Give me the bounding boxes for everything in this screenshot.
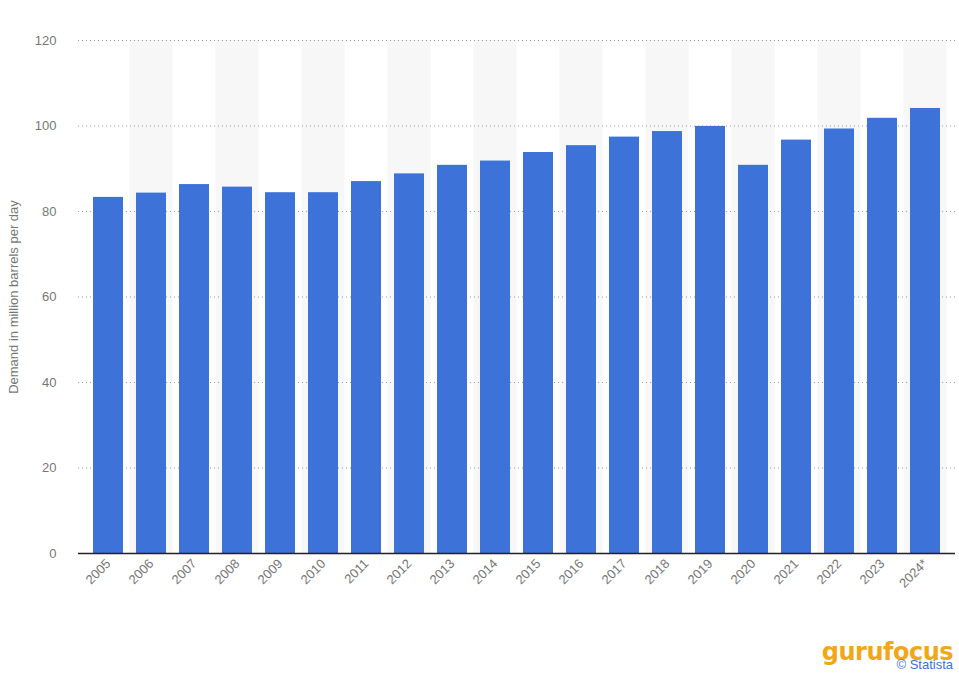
html-text:© Statista: © Statista	[896, 657, 953, 672]
svg-text:2013: 2013	[427, 556, 458, 587]
svg-text:0: 0	[49, 546, 56, 561]
svg-text:20: 20	[42, 460, 56, 475]
svg-text:2021: 2021	[771, 556, 802, 587]
svg-text:2006: 2006	[126, 556, 157, 587]
svg-text:2024*: 2024*	[896, 556, 931, 591]
svg-text:2010: 2010	[298, 556, 329, 587]
svg-text:2005: 2005	[83, 556, 114, 587]
svg-text:2020: 2020	[728, 556, 759, 587]
svg-text:120: 120	[35, 33, 57, 48]
svg-text:60: 60	[42, 289, 56, 304]
svg-text:2009: 2009	[255, 556, 286, 587]
svg-text:2023: 2023	[857, 556, 888, 587]
svg-text:2015: 2015	[513, 556, 544, 587]
svg-text:2014: 2014	[470, 556, 501, 587]
svg-text:Demand in million barrels per: Demand in million barrels per day	[6, 200, 21, 394]
html-text:gurufocus: gurufocus	[821, 638, 953, 666]
svg-text:2008: 2008	[212, 556, 243, 587]
svg-text:2016: 2016	[556, 556, 587, 587]
svg-text:100: 100	[35, 118, 57, 133]
svg-text:2022: 2022	[814, 556, 845, 587]
svg-text:2018: 2018	[642, 556, 673, 587]
svg-text:2017: 2017	[599, 556, 630, 587]
svg-text:2019: 2019	[685, 556, 716, 587]
svg-text:80: 80	[42, 204, 56, 219]
svg-text:40: 40	[42, 375, 56, 390]
svg-text:2007: 2007	[169, 556, 200, 587]
svg-text:2011: 2011	[341, 556, 371, 586]
svg-text:2012: 2012	[384, 556, 415, 587]
